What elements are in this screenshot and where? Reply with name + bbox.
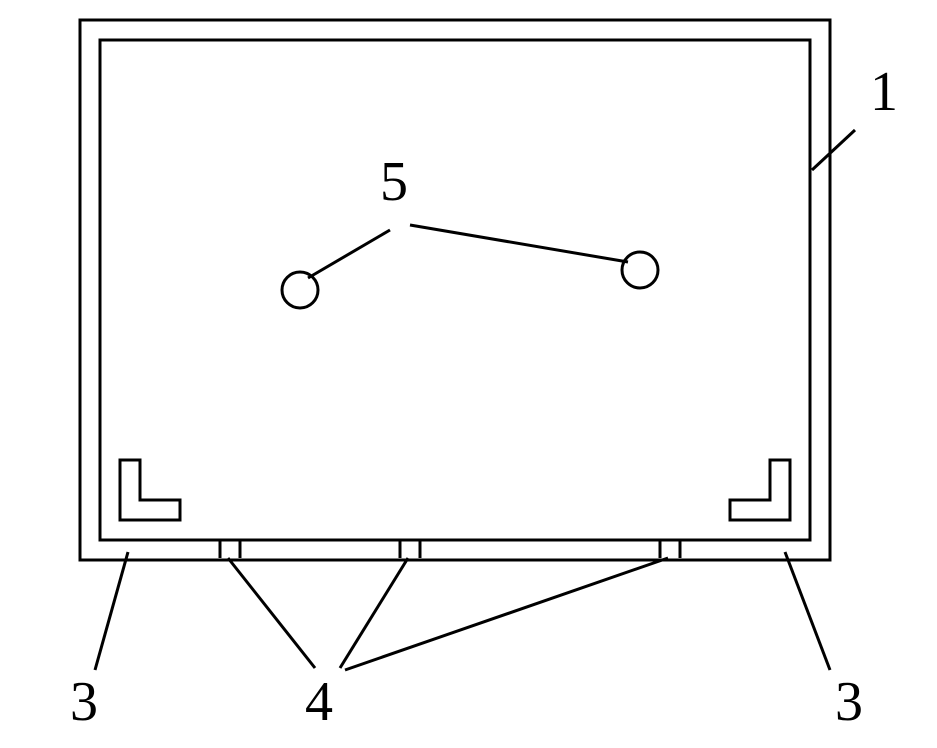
leader-3-left (95, 552, 128, 670)
label-3-right: 3 (835, 671, 863, 733)
label-3-left: 3 (70, 671, 98, 733)
leader-1 (812, 130, 855, 170)
label-5: 5 (380, 151, 408, 213)
outer-frame (80, 20, 830, 560)
diagram-canvas: 1 5 3 3 4 (0, 0, 937, 748)
label-1: 1 (870, 61, 898, 123)
label-4: 4 (305, 671, 333, 733)
inner-frame (100, 40, 810, 540)
leader-4 (345, 558, 668, 670)
right-bracket (730, 460, 790, 520)
leader-5 (308, 230, 390, 278)
leader-5 (410, 225, 628, 262)
left-bracket (120, 460, 180, 520)
leader-3-right (785, 552, 830, 670)
leader-4 (228, 558, 315, 668)
hole-circle (622, 252, 658, 288)
hole-circle (282, 272, 318, 308)
